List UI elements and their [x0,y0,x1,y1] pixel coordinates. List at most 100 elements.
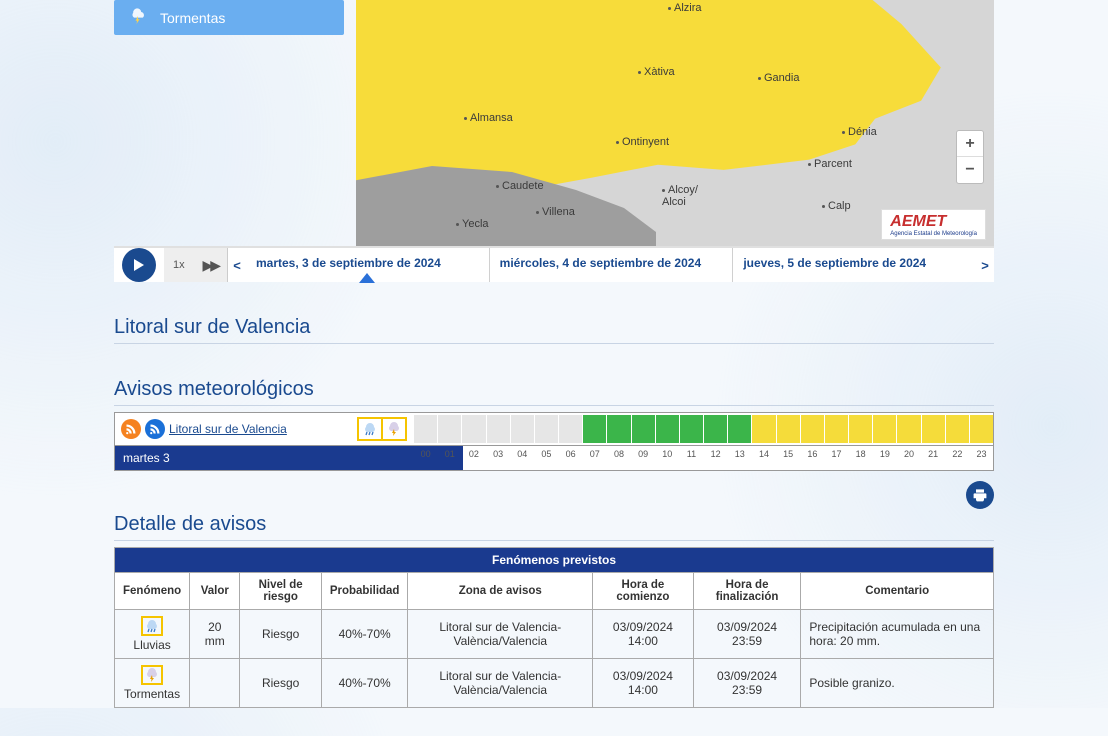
hour-label: 01 [445,449,455,459]
cell-fin: 03/09/2024 23:59 [693,659,801,708]
fenomeno-label: Lluvias [133,638,170,652]
city-label: Villena [536,206,575,218]
hour-cell: 04 [510,415,534,443]
speed-control[interactable]: 1x ▶▶ [164,248,228,282]
print-button[interactable] [966,481,994,509]
hour-cell: 21 [921,415,945,443]
hour-label: 00 [421,449,431,459]
avisos-date-row: martes 3 [115,446,463,470]
hour-cell: 20 [896,415,920,443]
city-label: Dénia [842,126,877,138]
aemet-logo: AEMET Agencia Estatal de Meteorología [881,209,986,240]
table-column-header: Hora de comienzo [593,573,694,610]
hour-cell: 13 [727,415,751,443]
cell-comentario: Precipitación acumulada en una hora: 20 … [801,610,994,659]
sidebar-item-tormentas[interactable]: Tormentas [114,0,344,35]
storm-icon [128,8,148,27]
hour-cell: 08 [606,415,630,443]
hour-cell: 23 [969,415,993,443]
play-button[interactable] [122,248,156,282]
table-column-header: Fenómeno [115,573,190,610]
cell-valor [190,659,240,708]
hour-cell: 00 [413,415,437,443]
hour-cell: 10 [655,415,679,443]
sidebar-item-label: Tormentas [160,10,225,26]
detalle-title: Detalle de avisos [114,513,994,541]
table-column-header: Valor [190,573,240,610]
hour-cell: 12 [703,415,727,443]
city-label: Gandia [758,72,799,84]
detail-table: Fenómenos previstos FenómenoValorNivel d… [114,547,994,708]
rain-icon [141,616,163,636]
hour-cell: 09 [631,415,655,443]
hour-cell: 18 [848,415,872,443]
hour-cell: 03 [486,415,510,443]
cell-zona: Litoral sur de Valencia-València/Valenci… [408,610,593,659]
hour-cell: 02 [461,415,485,443]
hour-cell: 07 [582,415,606,443]
fast-forward-icon[interactable]: ▶▶ [202,257,218,274]
hour-cell: 19 [872,415,896,443]
cell-fenomeno: Tormentas [115,659,190,708]
city-label: Alzira [668,2,702,14]
zoom-in-button[interactable]: + [957,131,983,157]
cell-inicio: 03/09/2024 14:00 [593,610,694,659]
day-tab[interactable]: martes, 3 de septiembre de 2024 [246,248,490,282]
city-label: Almansa [464,112,513,124]
city-label: Yecla [456,218,489,230]
city-label: Alcoy/ Alcoi [662,184,698,208]
hour-cell: 22 [945,415,969,443]
region-title: Litoral sur de Valencia [114,316,994,344]
cell-comentario: Posible granizo. [801,659,994,708]
avisos-timeline: Litoral sur de Valencia 0001020304050607… [114,412,994,471]
day-tab[interactable]: miércoles, 4 de septiembre de 2024 [490,248,734,282]
city-label: Parcent [808,158,852,170]
cell-zona: Litoral sur de Valencia-València/Valenci… [408,659,593,708]
rss-icon[interactable] [121,419,141,439]
day-tab[interactable]: jueves, 5 de septiembre de 2024 [733,248,976,282]
table-super-header: Fenómenos previstos [115,548,994,573]
feed-icon[interactable] [145,419,165,439]
hour-cell: 17 [824,415,848,443]
table-column-header: Zona de avisos [408,573,593,610]
zoom-controls: + − [956,130,984,184]
rain-icon [357,417,383,441]
city-label: Xàtiva [638,66,675,78]
avisos-title: Avisos meteorológicos [114,378,994,406]
table-row: Lluvias20 mmRiesgo40%-70%Litoral sur de … [115,610,994,659]
storm-icon [381,417,407,441]
cell-fenomeno: Lluvias [115,610,190,659]
cell-nivel: Riesgo [240,659,321,708]
hour-cell: 14 [751,415,775,443]
storm-icon [141,665,163,685]
fenomeno-label: Tormentas [124,687,180,701]
cell-nivel: Riesgo [240,610,321,659]
prev-day-button[interactable]: < [228,248,246,282]
avisos-region-link[interactable]: Litoral sur de Valencia [169,422,287,436]
hour-cell: 05 [534,415,558,443]
hour-cell: 11 [679,415,703,443]
cell-prob: 40%-70% [321,659,408,708]
table-column-header: Hora de finalización [693,573,801,610]
hour-cell: 15 [776,415,800,443]
sidebar: Tormentas [114,0,344,246]
timeline: 1x ▶▶ < martes, 3 de septiembre de 2024m… [114,246,994,282]
hour-cell: 06 [558,415,582,443]
phenomenon-icons [357,417,407,441]
speed-label: 1x [173,259,185,271]
table-column-header: Comentario [801,573,994,610]
cell-inicio: 03/09/2024 14:00 [593,659,694,708]
next-day-button[interactable]: > [976,248,994,282]
zoom-out-button[interactable]: − [957,157,983,183]
table-row: Tormentas Riesgo40%-70%Litoral sur de Val… [115,659,994,708]
cell-fin: 03/09/2024 23:59 [693,610,801,659]
hour-cell: 01 [437,415,461,443]
city-label: Caudete [496,180,544,192]
weather-map[interactable]: Alzira Xàtiva Gandia Almansa Dénia Ontinyent P… [356,0,994,246]
table-column-header: Probabilidad [321,573,408,610]
hour-cell: 16 [800,415,824,443]
city-label: Ontinyent [616,136,669,148]
cell-valor: 20 mm [190,610,240,659]
table-column-header: Nivel de riesgo [240,573,321,610]
city-label: Calp [822,200,851,212]
